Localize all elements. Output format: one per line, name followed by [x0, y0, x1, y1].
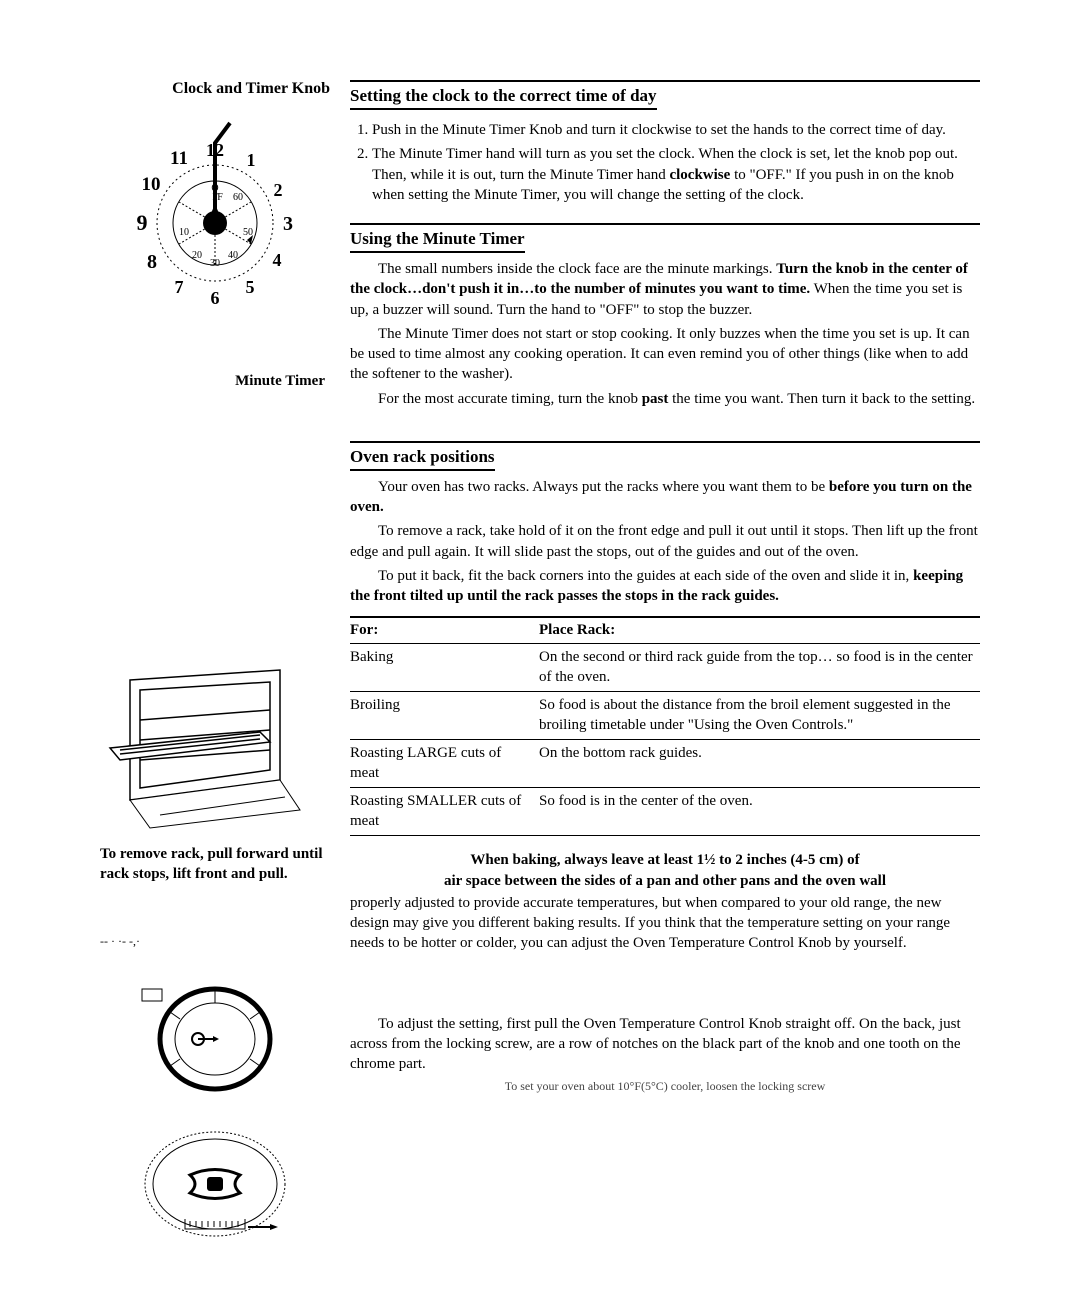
svg-text:20: 20	[192, 250, 202, 261]
minute-timer-p1: The small numbers inside the clock face …	[350, 259, 980, 320]
table-row: Baking On the second or third rack guide…	[350, 644, 980, 692]
baking-note-line1: When baking, always leave at least 1½ to…	[350, 850, 980, 870]
clock-diagram: 12 1 2 3 4 5 6 7 8 9 10 11 O F F	[100, 118, 330, 333]
minute-timer-label: Minute Timer	[100, 373, 330, 390]
baking-note-line2: air space between the sides of a pan and…	[350, 871, 980, 891]
svg-text:2: 2	[274, 180, 283, 200]
oven-rack-p2: To remove a rack, take hold of it on the…	[350, 521, 980, 562]
table-header-for: For:	[350, 617, 539, 644]
svg-text:7: 7	[175, 277, 184, 297]
svg-text:5: 5	[246, 277, 255, 297]
svg-text:60: 60	[233, 192, 243, 203]
svg-text:3: 3	[283, 213, 293, 235]
svg-text:30: 30	[210, 258, 220, 269]
clock-steps-list: Push in the Minute Timer Knob and turn i…	[350, 120, 980, 205]
minute-timer-p2: The Minute Timer does not start or stop …	[350, 324, 980, 385]
section-title-oven-rack: Oven rack positions	[350, 447, 495, 471]
svg-text:6: 6	[211, 288, 220, 308]
section-title-minute-timer: Using the Minute Timer	[350, 229, 525, 253]
svg-text:12: 12	[206, 140, 224, 160]
section-title-clock: Setting the clock to the correct time of…	[350, 86, 657, 110]
temp-knob-illustration-2	[130, 1129, 300, 1239]
table-row: Broiling So food is about the distance f…	[350, 692, 980, 740]
table-header-place: Place Rack:	[539, 617, 980, 644]
oven-rack-p3: To put it back, fit the back corners int…	[350, 566, 980, 607]
adjust-para: To adjust the setting, first pull the Ov…	[350, 1014, 980, 1075]
remove-rack-caption: To remove rack, pull forward until rack …	[100, 845, 330, 884]
baking-note-para: properly adjusted to provide accurate te…	[350, 893, 980, 954]
svg-text:1: 1	[247, 150, 256, 170]
temp-knob-illustration-1	[140, 979, 290, 1099]
svg-text:F: F	[217, 192, 223, 203]
svg-text:8: 8	[147, 251, 157, 273]
table-row: Roasting SMALLER cuts of meat So food is…	[350, 788, 980, 836]
svg-text:40: 40	[228, 250, 238, 261]
svg-text:4: 4	[273, 250, 282, 270]
oven-rack-p1: Your oven has two racks. Always put the …	[350, 477, 980, 518]
clock-step-1: Push in the Minute Timer Knob and turn i…	[372, 120, 980, 140]
adjust-small: To set your oven about 10°F(5°C) cooler,…	[350, 1078, 980, 1094]
left-heading: Clock and Timer Knob	[100, 80, 330, 98]
minute-timer-p3: For the most accurate timing, turn the k…	[350, 389, 980, 409]
svg-text:10: 10	[179, 227, 189, 238]
rack-position-table: For: Place Rack: Baking On the second or…	[350, 616, 980, 836]
svg-text:9: 9	[137, 210, 148, 235]
svg-text:10: 10	[142, 174, 161, 195]
oven-rack-illustration	[100, 650, 330, 835]
svg-text:11: 11	[170, 148, 188, 169]
clock-step-2: The Minute Timer hand will turn as you s…	[372, 144, 980, 205]
table-row: Roasting LARGE cuts of meat On the botto…	[350, 740, 980, 788]
